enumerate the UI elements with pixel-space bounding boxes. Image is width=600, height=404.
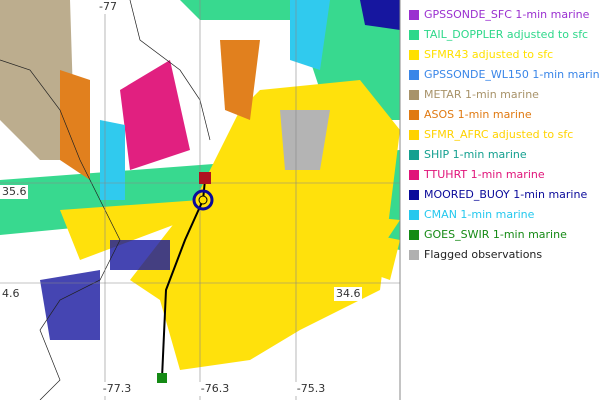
legend-swatch <box>409 230 419 240</box>
label-bg <box>0 185 28 199</box>
legend-swatch <box>409 110 419 120</box>
legend-swatch <box>409 10 419 20</box>
legend-label: SHIP 1-min marine <box>424 148 527 161</box>
label-bg <box>293 382 329 396</box>
lon-label: -75.3 <box>297 382 325 395</box>
lon-label: -77 <box>99 0 117 13</box>
legend-label: Flagged observations <box>424 248 542 261</box>
legend-swatch <box>409 30 419 40</box>
legend-label: METAR 1-min marine <box>424 88 539 101</box>
legend-swatch <box>409 70 419 80</box>
lat-label: 4.6 <box>2 287 20 300</box>
legend-label: ASOS 1-min marine <box>424 108 532 121</box>
lon-label: -76.3 <box>201 382 229 395</box>
label-bg <box>197 382 233 396</box>
legend: GPSSONDE_SFC 1-min marine TAIL_DOPPLER ad… <box>409 8 600 261</box>
legend-label: GOES_SWIR 1-min marine <box>424 228 567 241</box>
label-bg <box>334 287 362 301</box>
legend-label: SFMR_AFRC adjusted to sfc <box>424 128 573 141</box>
label-bg <box>99 382 135 396</box>
legend-swatch <box>409 170 419 180</box>
storm-track <box>157 172 214 383</box>
observation-swaths <box>0 0 400 370</box>
legend-swatch <box>409 130 419 140</box>
legend-swatch <box>409 210 419 220</box>
legend-swatch <box>409 190 419 200</box>
label-bg <box>90 0 126 14</box>
legend-label: MOORED_BUOY 1-min marine <box>424 188 587 201</box>
legend-label: SFMR43 adjusted to sfc <box>424 48 553 61</box>
legend-label: GPSSONDE_WL150 1-min marine <box>424 68 600 81</box>
legend-label: TTUHRT 1-min marine <box>423 168 545 181</box>
lat-label: 35.6 <box>2 185 27 198</box>
label-bg <box>0 287 28 301</box>
legend-swatch <box>409 250 419 260</box>
legend-label: TAIL_DOPPLER adjusted to sfc <box>423 28 588 41</box>
legend-label: GPSSONDE_SFC 1-min marine <box>424 8 590 21</box>
coastline <box>0 0 211 401</box>
legend-swatch <box>409 90 419 100</box>
legend-swatch <box>409 150 419 160</box>
legend-label: CMAN 1-min marine <box>424 208 535 221</box>
legend-swatch <box>409 50 419 60</box>
coordinate-labels: -77 -77.3 -76.3 -75.3 35.6 4.6 34.6 <box>0 0 362 396</box>
lat-label: 34.6 <box>336 287 361 300</box>
lon-label: -77.3 <box>103 382 131 395</box>
